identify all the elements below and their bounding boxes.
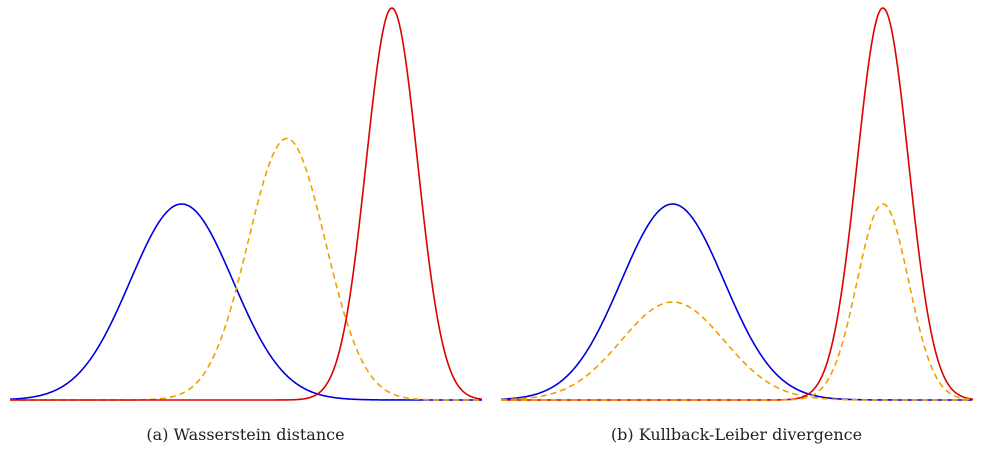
panel-a-series-2-line <box>10 7 483 401</box>
density-plot-a <box>9 7 483 401</box>
caption-b: (b) Kullback-Leiber divergence <box>610 425 863 444</box>
caption-a: (a) Wasserstein distance <box>146 425 345 444</box>
chart-panel-b: (b) Kullback-Leiber divergence <box>491 0 982 454</box>
panel-b-series-3-line <box>501 203 974 401</box>
panel-b-series-2-line <box>501 7 974 401</box>
chart-panel-a: (a) Wasserstein distance <box>9 7 483 444</box>
density-plot-b <box>500 7 974 401</box>
panel-a-series-1-line <box>10 137 482 401</box>
panel-a-series-0-line <box>9 203 482 401</box>
panel-b-series-0-line <box>500 203 973 401</box>
panel-b-series-1-line <box>500 301 973 401</box>
